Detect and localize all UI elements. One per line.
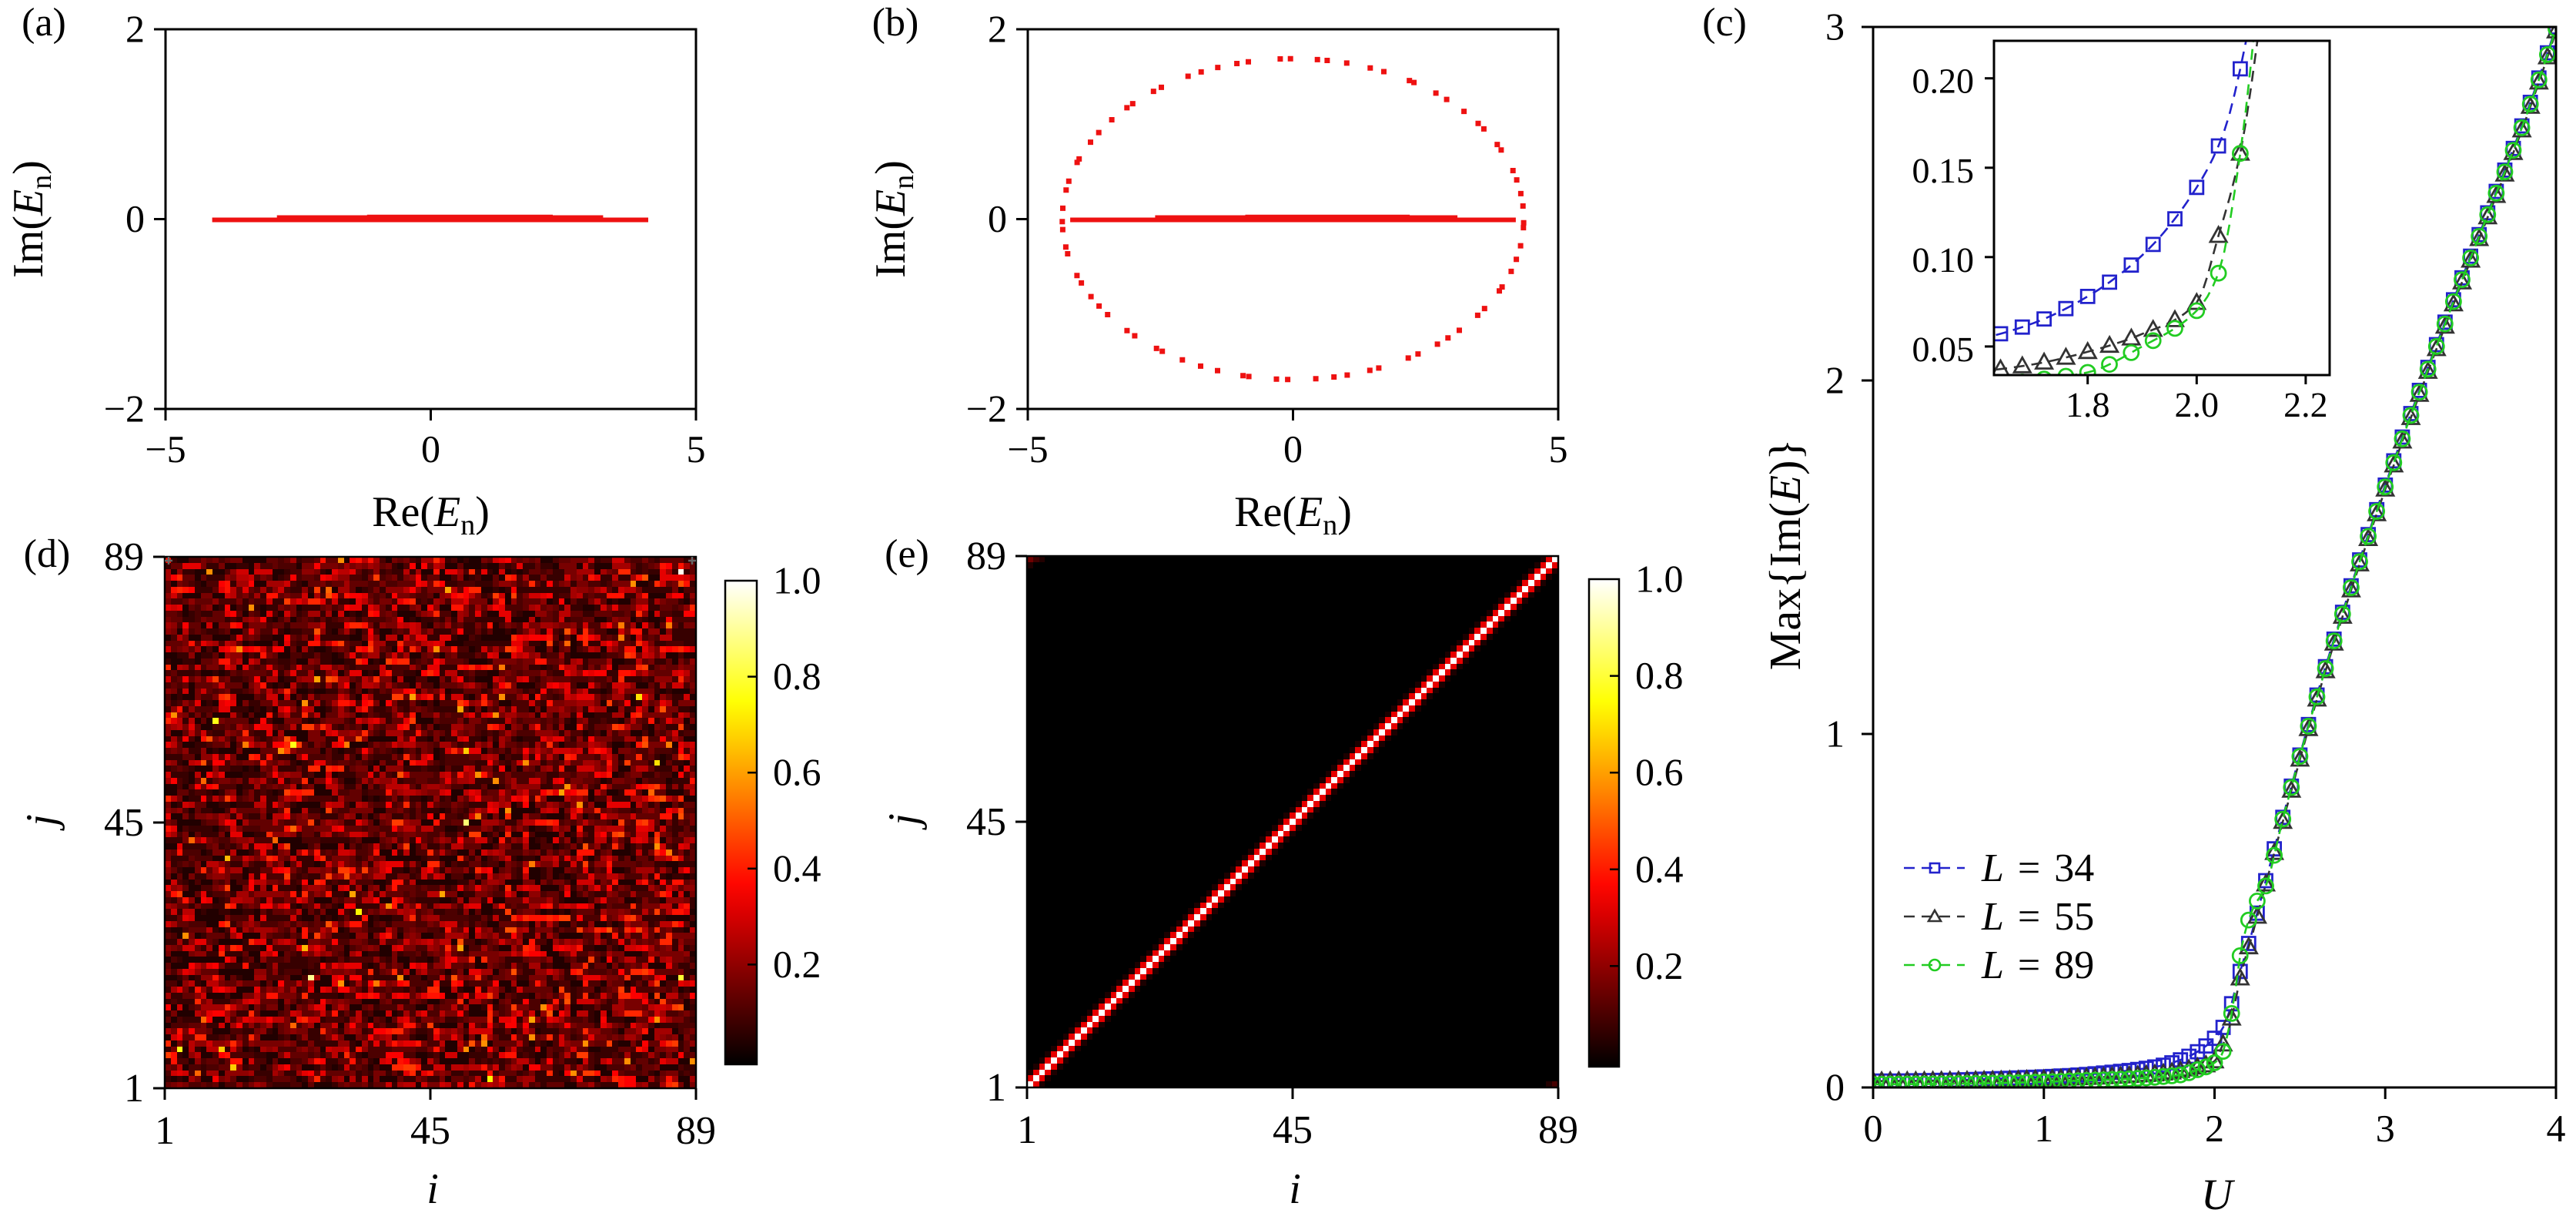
svg-text:i: i — [1289, 1165, 1301, 1213]
svg-text:0.8: 0.8 — [773, 655, 821, 698]
svg-text:1: 1 — [1017, 1108, 1037, 1152]
svg-text:0.15: 0.15 — [1912, 151, 1975, 190]
svg-text:0.4: 0.4 — [773, 846, 821, 890]
svg-text:1.0: 1.0 — [1635, 558, 1684, 601]
svg-text:2.0: 2.0 — [2175, 385, 2220, 424]
svg-text:45: 45 — [966, 800, 1006, 844]
svg-text:0.05: 0.05 — [1912, 330, 1975, 369]
svg-text:0.2: 0.2 — [1635, 944, 1684, 987]
svg-text:3: 3 — [2376, 1107, 2395, 1150]
svg-text:i: i — [427, 1165, 439, 1213]
svg-text:1: 1 — [2034, 1107, 2053, 1150]
svg-text:L = 34: L = 34 — [1981, 846, 2094, 890]
svg-text:0.6: 0.6 — [1635, 751, 1684, 794]
svg-text:0.2: 0.2 — [773, 943, 821, 986]
svg-text:j: j — [880, 813, 928, 830]
svg-text:1.8: 1.8 — [2066, 385, 2110, 424]
svg-text:−2: −2 — [104, 387, 145, 431]
svg-text:5: 5 — [687, 427, 706, 471]
svg-text:89: 89 — [676, 1109, 716, 1153]
svg-text:45: 45 — [104, 801, 144, 845]
svg-text:1.0: 1.0 — [773, 559, 821, 602]
svg-text:0.8: 0.8 — [1635, 654, 1684, 697]
svg-text:−5: −5 — [145, 427, 186, 471]
svg-text:89: 89 — [1538, 1108, 1578, 1152]
svg-text:−5: −5 — [1007, 427, 1048, 471]
svg-text:1: 1 — [155, 1109, 175, 1153]
svg-text:0: 0 — [1283, 427, 1303, 471]
svg-text:L = 55: L = 55 — [1981, 895, 2094, 939]
svg-text:89: 89 — [104, 535, 144, 579]
svg-text:j: j — [18, 814, 65, 831]
svg-text:45: 45 — [1273, 1108, 1313, 1152]
svg-text:1: 1 — [986, 1066, 1006, 1110]
svg-text:0.10: 0.10 — [1912, 240, 1975, 280]
svg-text:0: 0 — [988, 197, 1007, 240]
svg-text:2: 2 — [2205, 1107, 2224, 1150]
svg-text:−2: −2 — [966, 387, 1007, 431]
svg-text:1: 1 — [1825, 712, 1845, 756]
svg-text:U: U — [2201, 1171, 2236, 1213]
svg-text:(e): (e) — [885, 532, 929, 576]
svg-text:5: 5 — [1549, 427, 1568, 471]
svg-text:Max{Im(E)}: Max{Im(E)} — [1760, 439, 1810, 671]
svg-text:(b): (b) — [872, 1, 919, 45]
svg-text:1: 1 — [124, 1067, 144, 1111]
svg-text:2.2: 2.2 — [2283, 385, 2328, 424]
svg-text:0: 0 — [125, 197, 145, 240]
svg-text:(a): (a) — [22, 1, 66, 45]
svg-text:45: 45 — [410, 1109, 450, 1153]
svg-text:2: 2 — [1825, 359, 1845, 402]
svg-text:0.6: 0.6 — [773, 751, 821, 794]
svg-text:3: 3 — [1825, 5, 1845, 49]
svg-text:0: 0 — [421, 427, 440, 471]
svg-text:0: 0 — [1825, 1066, 1845, 1109]
svg-text:0.20: 0.20 — [1912, 62, 1975, 101]
svg-text:2: 2 — [125, 8, 145, 51]
svg-text:0.4: 0.4 — [1635, 847, 1684, 890]
svg-text:(c): (c) — [1702, 1, 1747, 45]
svg-text:0: 0 — [1864, 1107, 1883, 1150]
svg-text:2: 2 — [988, 8, 1007, 51]
svg-text:89: 89 — [966, 534, 1006, 578]
svg-text:L = 89: L = 89 — [1981, 943, 2094, 987]
svg-text:(d): (d) — [24, 532, 71, 576]
svg-text:4: 4 — [2547, 1107, 2566, 1150]
